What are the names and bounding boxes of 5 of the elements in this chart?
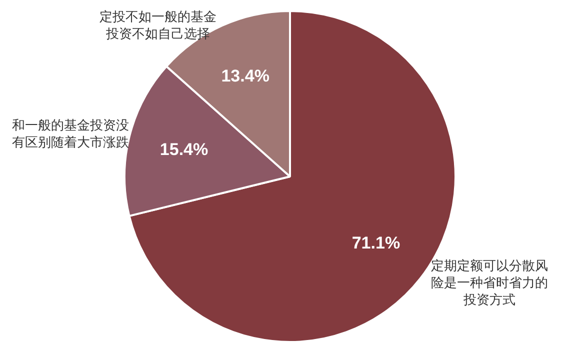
data-label: 13.4%	[221, 66, 270, 86]
slice-label: 定期定额可以分散风险是一种省时省力的投资方式	[431, 258, 548, 308]
data-label: 15.4%	[160, 140, 208, 159]
slice-label: 和一般的基金投资没有区别随着大市涨跌	[12, 118, 129, 151]
data-label: 71.1%	[352, 234, 400, 253]
